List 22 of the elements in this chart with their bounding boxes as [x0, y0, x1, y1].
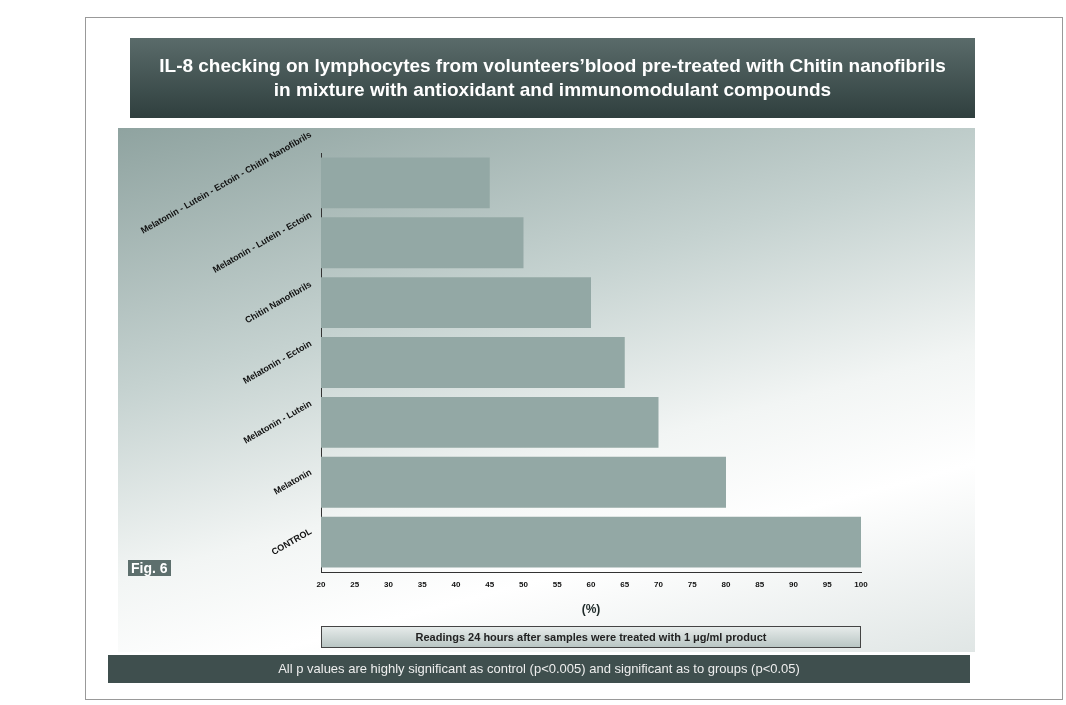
x-tick-label: 85	[755, 580, 765, 589]
x-tick-label: 70	[654, 580, 664, 589]
x-tick-label: 65	[620, 580, 630, 589]
x-tick-label: 35	[417, 580, 428, 589]
x-axis-title: (%)	[580, 601, 602, 618]
x-tick-label: 95	[822, 580, 833, 589]
x-tick-label: 40	[451, 580, 461, 589]
x-tick-label: 100	[854, 580, 869, 589]
chart-title: IL-8 checking on lymphocytes from volunteers’blood pre-treated with Chitin nanofibrils in mixture with antioxidant and immunomodulant compounds	[130, 38, 975, 118]
caption-panel: All p values are highly significant as control (p<0.005) and significant as to groups (p<0.05)	[108, 655, 970, 683]
x-tick-label: 80	[721, 580, 731, 589]
x-tick-label: 50	[519, 580, 529, 589]
x-tick-label: 90	[789, 580, 799, 589]
x-tick-label: 20	[316, 580, 326, 589]
x-tick-label: 45	[485, 580, 495, 589]
x-tick-label: 75	[687, 580, 698, 589]
caption: Fig. 6	[128, 560, 171, 576]
x-tick-label: 60	[586, 580, 596, 589]
x-tick-label: 25	[350, 580, 360, 589]
caption-panel: Readings 24 hours after samples were treated with 1 μg/ml product	[321, 626, 861, 648]
x-tick-label: 55	[552, 580, 563, 589]
x-tick-label: 30	[384, 580, 394, 589]
